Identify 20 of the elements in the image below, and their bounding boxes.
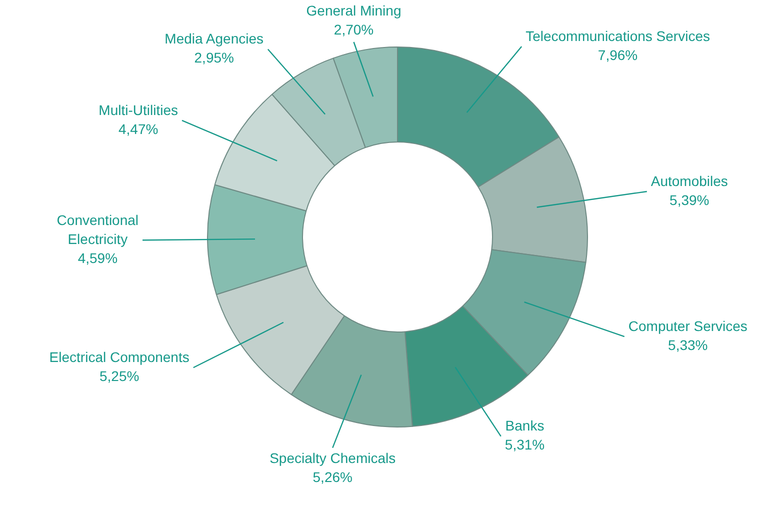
data-label: 2,70% (334, 21, 374, 38)
slice-label: General Mining (306, 2, 402, 18)
data-label: 5,39% (670, 192, 710, 208)
data-label: 5,31% (504, 436, 545, 453)
slice-label: Telecommunications Services (526, 28, 710, 44)
data-label: 5,25% (99, 368, 140, 384)
data-label: 4,47% (118, 120, 158, 137)
slice-label: Specialty Chemicals (270, 450, 396, 466)
slice-label: Conventional Electricity (56, 212, 139, 247)
data-label: 4,59% (78, 250, 118, 266)
slice-label: Multi-Utilities (98, 102, 178, 118)
data-label: 2,95% (194, 50, 234, 66)
data-label: 7,96% (598, 46, 638, 63)
slice-label: Media Agencies (164, 30, 264, 47)
slice-label: Electrical Components (49, 348, 190, 365)
slice-label: Computer Services (628, 318, 748, 334)
slice-label: Automobiles (650, 172, 728, 189)
data-label: 5,33% (668, 336, 708, 353)
slice-label: Banks (505, 418, 544, 434)
data-label: 5,26% (312, 469, 352, 486)
